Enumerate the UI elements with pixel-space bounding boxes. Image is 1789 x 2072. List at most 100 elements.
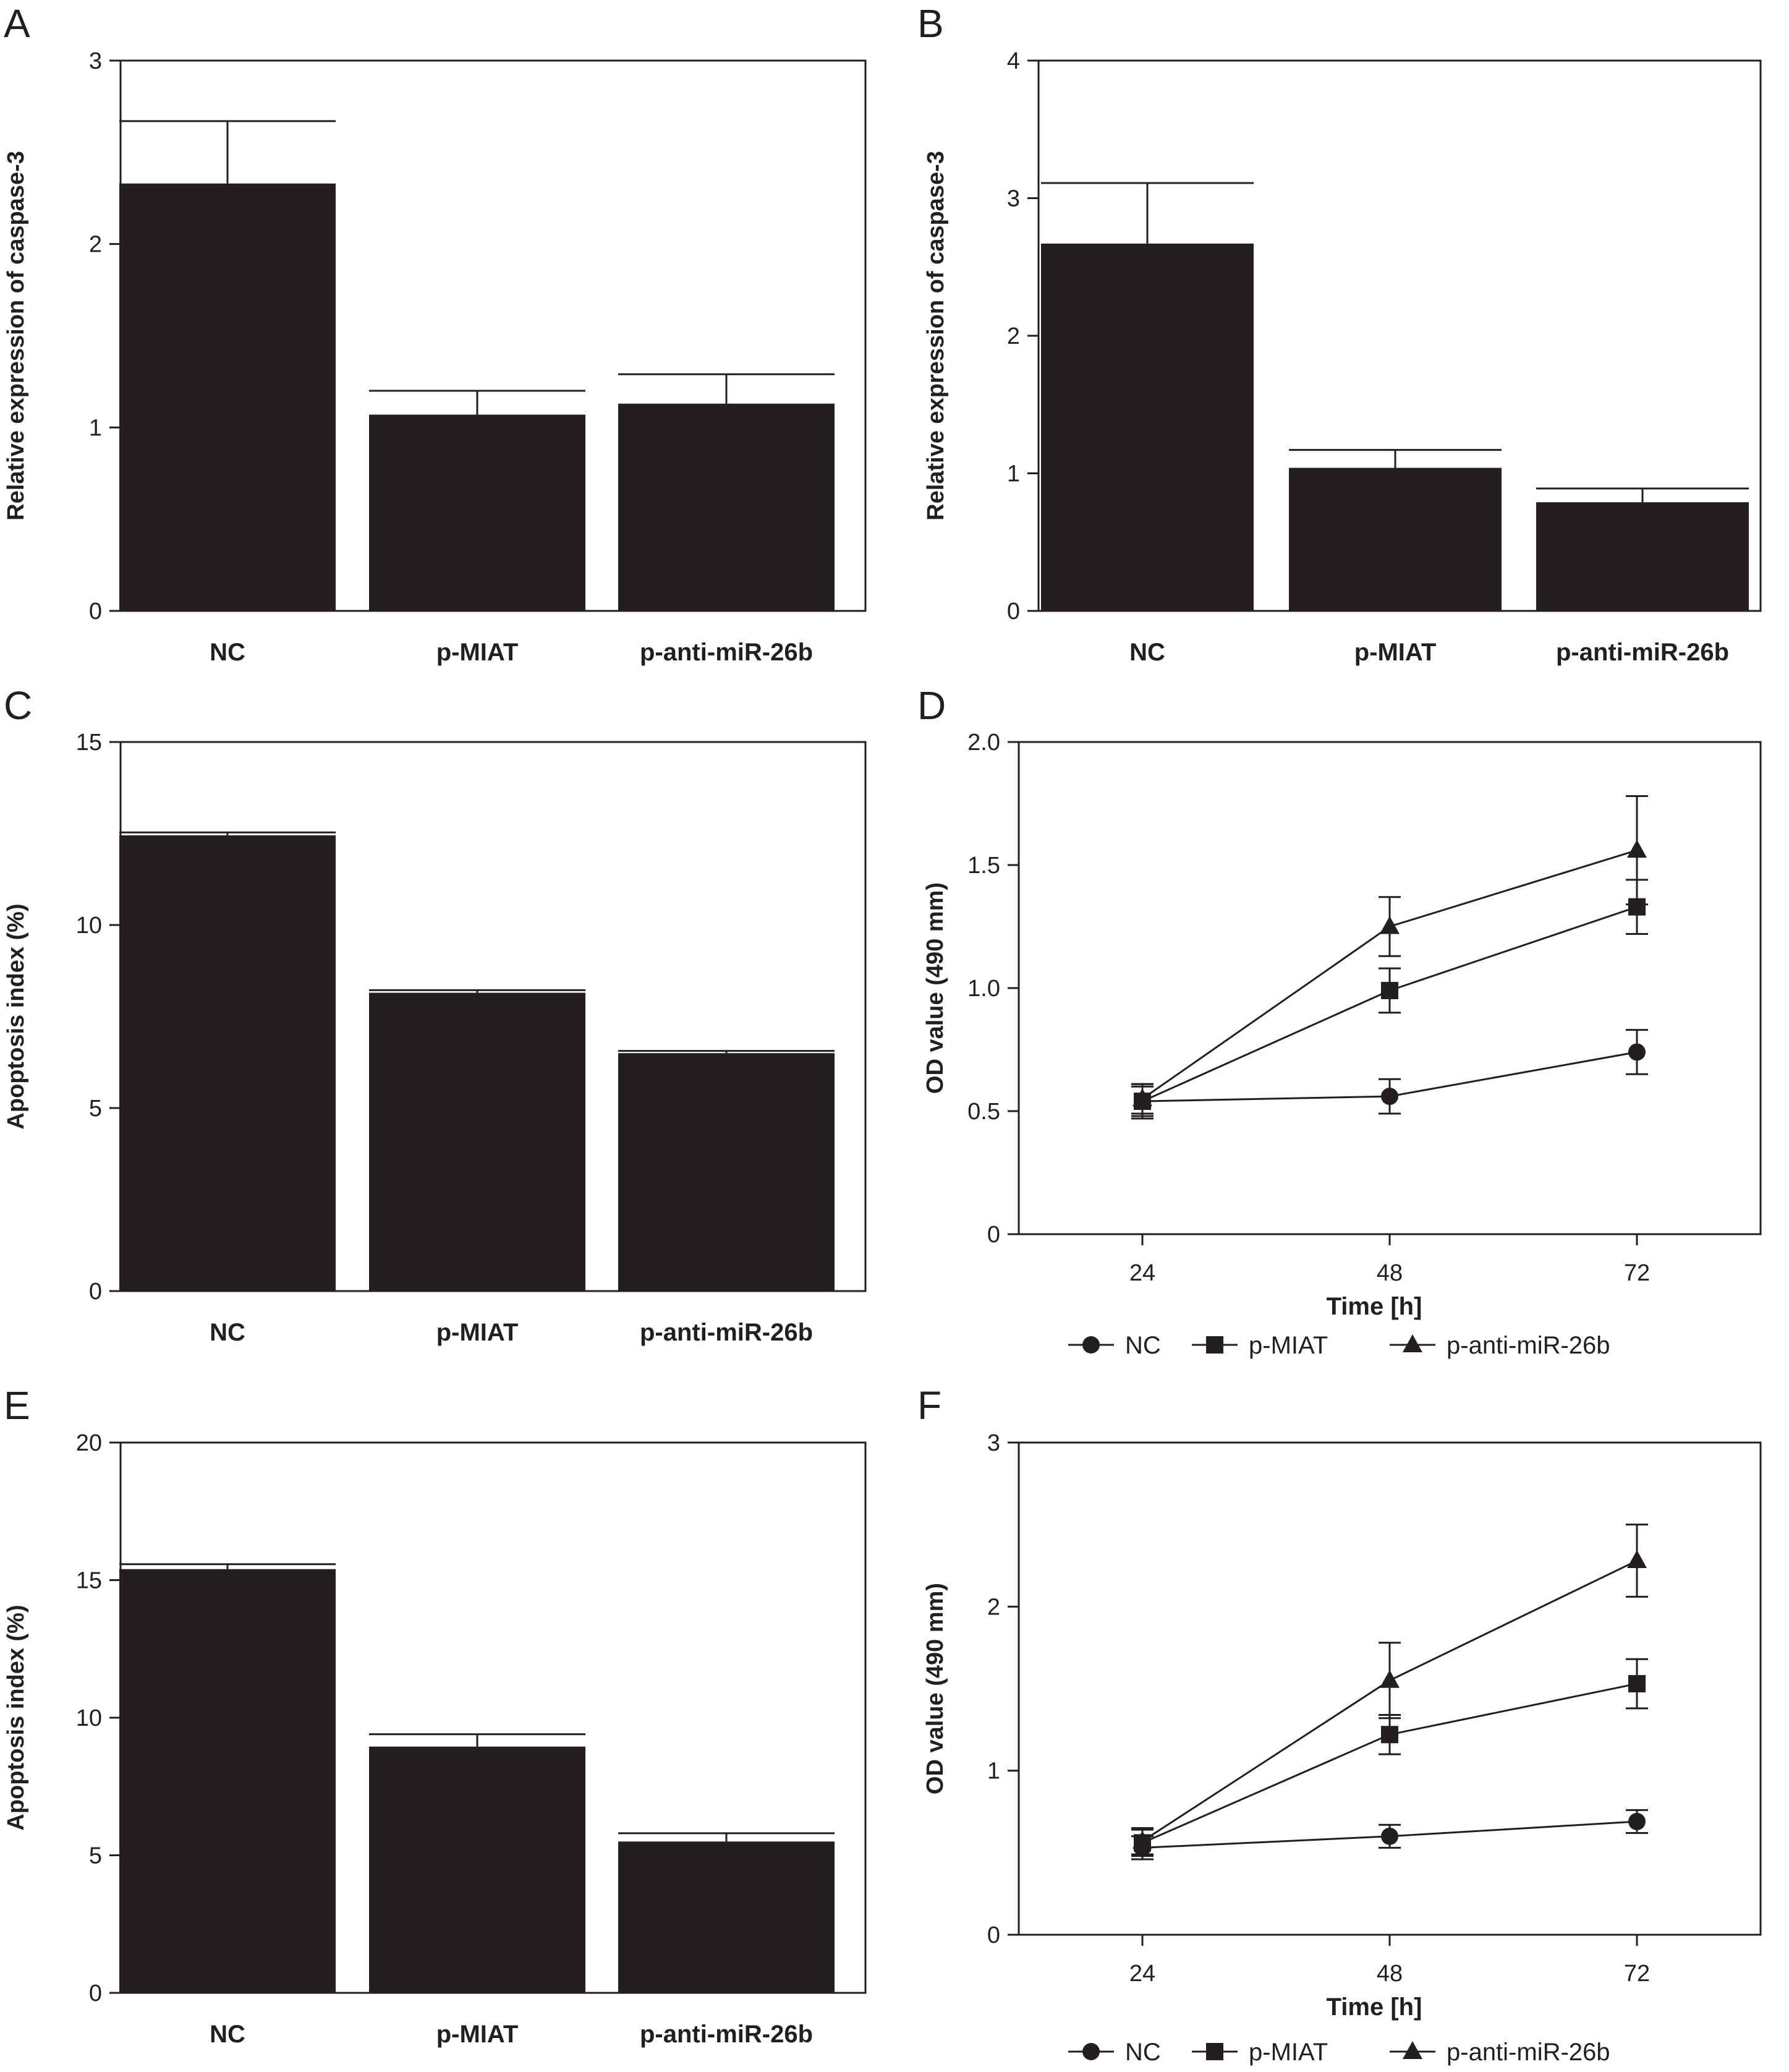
legend-marker bbox=[1082, 2043, 1100, 2060]
bar bbox=[369, 1746, 585, 1993]
legend-label: p-anti-miR-26b bbox=[1447, 2039, 1610, 2066]
data-point bbox=[1381, 1827, 1398, 1845]
y-tick-label: 3 bbox=[987, 1430, 1000, 1456]
bar bbox=[119, 1569, 336, 1993]
x-tick-label: 24 bbox=[1129, 1961, 1155, 1987]
panel-c: C 0 5 10 15 Apoptosis index (%) NC p-MIAT p-anti… bbox=[3, 683, 867, 1346]
category-label: NC bbox=[210, 1319, 245, 1346]
data-point bbox=[1628, 1675, 1646, 1693]
legend-label: NC bbox=[1125, 2039, 1161, 2066]
y-tick-label: 3 bbox=[1007, 186, 1020, 212]
y-tick-label: 0 bbox=[89, 599, 102, 625]
data-point bbox=[1381, 981, 1398, 999]
category-label: p-anti-miR-26b bbox=[640, 2021, 813, 2048]
bar bbox=[618, 1053, 835, 1291]
data-point bbox=[1380, 916, 1400, 934]
category-label: NC bbox=[1129, 639, 1165, 666]
panel-letter: F bbox=[917, 1383, 941, 1428]
y-axis-label: OD value (490 mm) bbox=[922, 1583, 948, 1794]
legend-marker bbox=[1403, 1334, 1422, 1352]
category-label: p-anti-miR-26b bbox=[640, 1319, 813, 1346]
panel-d: D 0 0.5 1.0 1.5 2.0 OD value (490 mm) 24 48 72 Tim… bbox=[917, 683, 1762, 1359]
panel-b: B 0 1 2 3 4 Relative expression of caspase-3 NC… bbox=[917, 1, 1762, 666]
y-tick-label: 0 bbox=[987, 1222, 1000, 1248]
category-label: p-anti-miR-26b bbox=[1556, 639, 1729, 666]
x-tick-label: 48 bbox=[1377, 1961, 1403, 1987]
x-tick-label: 72 bbox=[1624, 1961, 1650, 1987]
y-tick-label: 15 bbox=[76, 730, 102, 756]
data-point bbox=[1381, 1088, 1398, 1106]
y-tick-label: 0 bbox=[1007, 599, 1020, 625]
x-tick-label: 48 bbox=[1377, 1260, 1403, 1286]
data-point bbox=[1381, 1726, 1398, 1744]
y-tick-label: 2 bbox=[1007, 323, 1020, 349]
bar bbox=[618, 403, 835, 611]
bar bbox=[618, 1841, 835, 1993]
legend-marker bbox=[1403, 2041, 1422, 2059]
y-tick-label: 20 bbox=[76, 1430, 102, 1456]
y-tick-label: 1 bbox=[89, 415, 102, 441]
x-tick-label: 72 bbox=[1624, 1260, 1650, 1286]
y-tick-label: 10 bbox=[76, 913, 102, 939]
data-point bbox=[1627, 840, 1647, 858]
y-tick-label: 0 bbox=[89, 1980, 102, 2006]
bar bbox=[1289, 467, 1502, 611]
y-axis-label: Apoptosis index (%) bbox=[3, 903, 29, 1129]
y-tick-label: 2.0 bbox=[967, 730, 1000, 756]
category-label: p-MIAT bbox=[436, 1319, 519, 1346]
y-tick-label: 2 bbox=[987, 1594, 1000, 1620]
y-tick-label: 15 bbox=[76, 1568, 102, 1594]
panel-letter: B bbox=[917, 1, 944, 46]
series-p-anti-mir-26b: p-anti-miR-26b bbox=[1131, 795, 1648, 1359]
y-axis-label: Relative expression of caspase-3 bbox=[3, 151, 29, 521]
legend-label: p-MIAT bbox=[1249, 1332, 1328, 1359]
legend-label: p-anti-miR-26b bbox=[1447, 1332, 1610, 1359]
y-tick-label: 3 bbox=[89, 48, 102, 74]
data-point bbox=[1380, 1669, 1400, 1688]
x-tick-label: 24 bbox=[1129, 1260, 1155, 1286]
legend-marker bbox=[1206, 1336, 1223, 1354]
panel-a: A 0 1 2 3 Relative expression of caspase-3 NC p… bbox=[3, 1, 867, 666]
panel-letter: E bbox=[4, 1383, 30, 1428]
y-tick-label: 1.5 bbox=[967, 853, 1000, 879]
y-tick-label: 0 bbox=[89, 1279, 102, 1305]
legend-marker bbox=[1206, 2043, 1223, 2060]
y-tick-label: 5 bbox=[89, 1843, 102, 1869]
series-nc: NC bbox=[1068, 1809, 1648, 2066]
bar bbox=[1536, 502, 1749, 611]
y-tick-label: 1.0 bbox=[967, 976, 1000, 1002]
legend-label: p-MIAT bbox=[1249, 2039, 1328, 2066]
panel-letter: D bbox=[917, 683, 946, 728]
bar bbox=[119, 183, 336, 611]
category-label: p-MIAT bbox=[436, 639, 519, 666]
series-p-anti-mir-26b: p-anti-miR-26b bbox=[1131, 1524, 1648, 2066]
y-axis-label: OD value (490 mm) bbox=[922, 882, 948, 1094]
bar bbox=[1041, 243, 1254, 611]
category-label: NC bbox=[210, 639, 245, 666]
panel-e: E 0 5 10 15 20 Apoptosis index (%) NC p-MIAT p-an… bbox=[3, 1383, 867, 2048]
x-axis-label: Time [h] bbox=[1327, 1293, 1422, 1320]
y-axis-label: Apoptosis index (%) bbox=[3, 1605, 29, 1830]
bar bbox=[119, 835, 336, 1291]
bar bbox=[369, 414, 585, 611]
x-axis-label: Time [h] bbox=[1327, 1993, 1422, 2021]
data-point bbox=[1627, 1550, 1647, 1569]
y-tick-label: 0.5 bbox=[967, 1099, 1000, 1125]
category-label: NC bbox=[210, 2021, 245, 2048]
data-point bbox=[1132, 1088, 1152, 1107]
legend-marker bbox=[1082, 1336, 1100, 1354]
legend-label: NC bbox=[1125, 1332, 1161, 1359]
y-tick-label: 5 bbox=[89, 1096, 102, 1122]
y-tick-label: 2 bbox=[89, 232, 102, 258]
data-point bbox=[1628, 1812, 1646, 1830]
y-tick-label: 10 bbox=[76, 1705, 102, 1731]
y-tick-label: 1 bbox=[1007, 461, 1020, 487]
panel-letter: C bbox=[4, 683, 32, 728]
data-point bbox=[1132, 1830, 1152, 1849]
y-tick-label: 0 bbox=[987, 1922, 1000, 1948]
y-tick-label: 1 bbox=[987, 1759, 1000, 1784]
panel-letter: A bbox=[4, 1, 30, 46]
panel-f: F 0 1 2 3 OD value (490 mm) 24 48 72 Time [h] NC p-… bbox=[917, 1383, 1762, 2066]
category-label: p-anti-miR-26b bbox=[640, 639, 813, 666]
